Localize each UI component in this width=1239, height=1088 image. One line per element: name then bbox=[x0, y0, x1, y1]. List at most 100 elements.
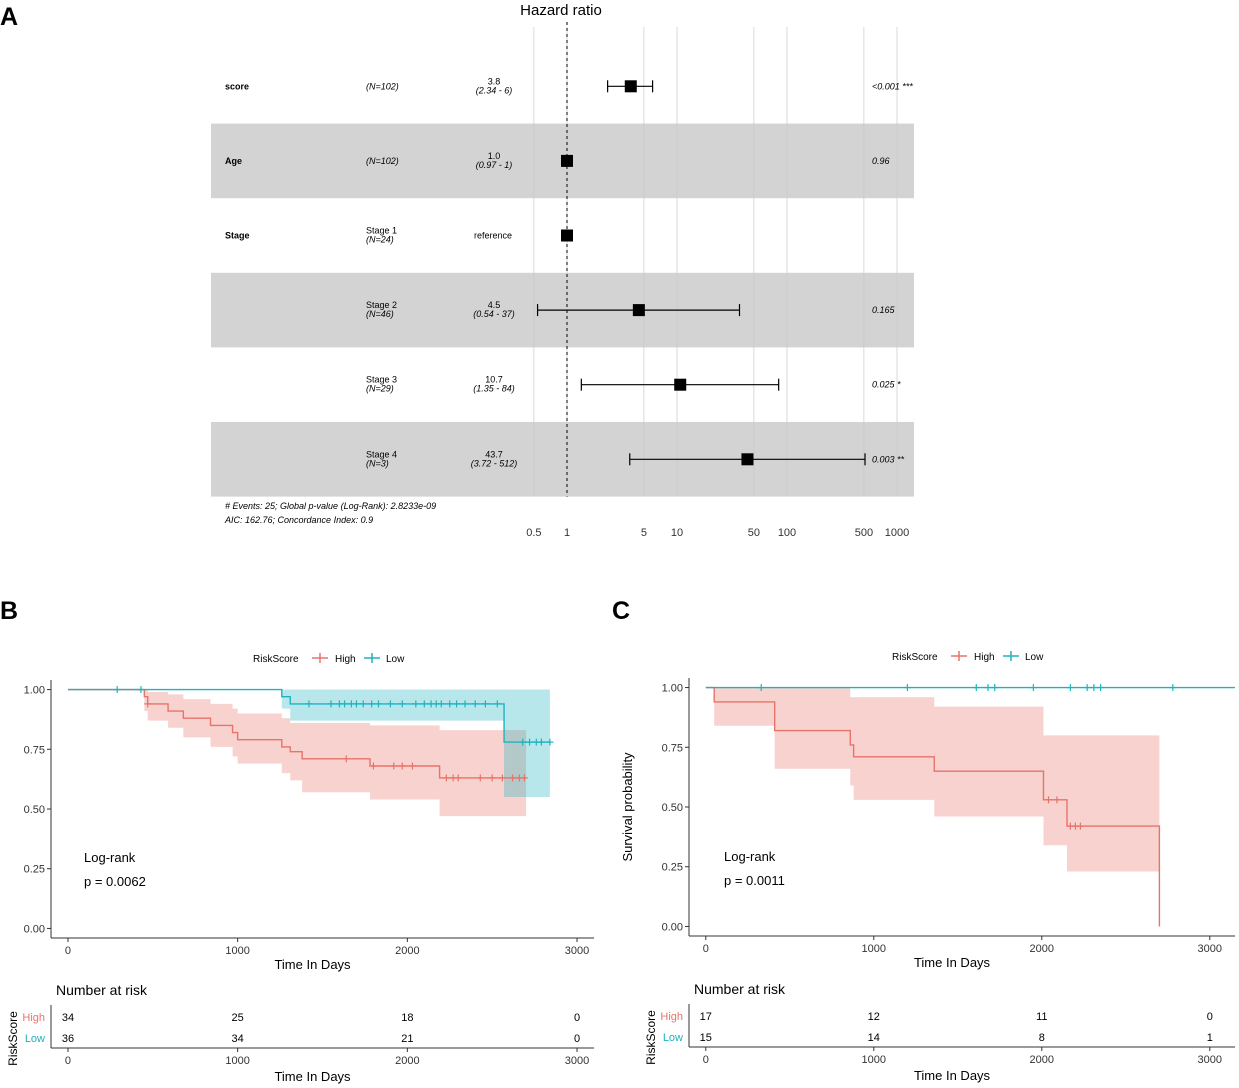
forest-point bbox=[561, 229, 573, 242]
risk-table: Number at risk High 17 12 11 0 Low 15 14 8 1 0 1000 2… bbox=[644, 981, 1235, 1083]
risk-table-x-tick-label: 2000 bbox=[395, 1055, 419, 1067]
panel-label-b: B bbox=[0, 597, 18, 625]
km-p-value: p = 0.0011 bbox=[724, 873, 785, 888]
km-p-value: p = 0.0062 bbox=[84, 874, 146, 889]
forest-point bbox=[674, 378, 687, 391]
km-curve-low bbox=[67, 688, 550, 743]
risk-table-count: 0 bbox=[574, 1012, 580, 1024]
risk-table: Number at risk High 34 25 18 0 Low 36 34 21 0 0 1000… bbox=[6, 982, 594, 1084]
risk-table-row-label: Low bbox=[25, 1033, 45, 1045]
km-x-tick-label: 2000 bbox=[1030, 943, 1054, 955]
legend-label-high: High bbox=[974, 652, 995, 663]
km-ci-band-high bbox=[705, 687, 1160, 872]
km-y-tick-label: 0.50 bbox=[662, 802, 683, 814]
risk-table-x-tick-label: 1000 bbox=[225, 1055, 249, 1067]
risk-table-count: 1 bbox=[1207, 1032, 1213, 1044]
km-logrank-label: Log-rank bbox=[724, 849, 776, 864]
forest-group-label: Stage 3 bbox=[366, 375, 397, 385]
risk-table-title: Number at risk bbox=[56, 982, 148, 998]
km-y-tick-label: 0.00 bbox=[662, 921, 683, 933]
forest-p-value: <0.001 *** bbox=[872, 81, 913, 91]
km-ci-band-low bbox=[67, 689, 550, 798]
risk-table-x-tick-label: 3000 bbox=[1198, 1054, 1222, 1066]
km-x-axis-title: Time In Days bbox=[274, 957, 351, 972]
forest-group-label: Stage 1 bbox=[366, 226, 397, 236]
km-y-tick-label: 0.75 bbox=[24, 744, 45, 756]
forest-footnote: # Events: 25; Global p-value (Log-Rank):… bbox=[225, 501, 436, 511]
forest-group-n: (N=3) bbox=[366, 458, 389, 468]
forest-point bbox=[624, 80, 637, 93]
panel-label-a: A bbox=[0, 3, 18, 31]
forest-x-tick-label: 5 bbox=[641, 527, 647, 539]
risk-table-x-tick-label: 1000 bbox=[862, 1054, 886, 1066]
forest-hr-text: reference bbox=[474, 231, 512, 241]
risk-table-count: 14 bbox=[868, 1032, 880, 1044]
km-curve-high bbox=[705, 686, 1161, 927]
forest-x-tick-label: 500 bbox=[855, 527, 873, 539]
forest-ci-text: (1.35 - 84) bbox=[473, 384, 515, 394]
km-y-tick-label: 0.50 bbox=[24, 804, 45, 816]
km-legend-title: RiskScore bbox=[253, 654, 299, 665]
risk-table-x-axis-title: Time In Days bbox=[274, 1069, 351, 1084]
forest-point bbox=[632, 304, 645, 317]
forest-hr-text: 43.7 bbox=[485, 449, 503, 459]
km-ci-band-high bbox=[67, 689, 527, 817]
km-logrank-label: Log-rank bbox=[84, 850, 136, 865]
risk-table-title: Number at risk bbox=[694, 981, 786, 997]
risk-table-count: 34 bbox=[62, 1012, 74, 1024]
km-x-tick-label: 1000 bbox=[862, 943, 886, 955]
risk-table-x-tick-label: 0 bbox=[65, 1055, 71, 1067]
km-y-axis-title: Survival probability bbox=[620, 752, 635, 862]
forest-group-n: (N=29) bbox=[366, 384, 394, 394]
forest-p-value: 0.003 ** bbox=[872, 454, 905, 464]
forest-group-label: (N=102) bbox=[366, 81, 399, 91]
km-x-tick-label: 3000 bbox=[1198, 943, 1222, 955]
risk-table-count: 34 bbox=[232, 1033, 244, 1045]
km-legend-title: RiskScore bbox=[892, 652, 938, 663]
forest-ci-text: (0.97 - 1) bbox=[476, 160, 513, 170]
risk-table-y-axis-title: RiskScore bbox=[644, 1010, 658, 1065]
km-y-tick-label: 0.25 bbox=[662, 862, 683, 874]
risk-table-count: 17 bbox=[700, 1011, 712, 1023]
risk-table-x-axis-title: Time In Days bbox=[914, 1068, 991, 1083]
forest-x-tick-label: 1000 bbox=[885, 527, 909, 539]
risk-table-count: 12 bbox=[868, 1011, 880, 1023]
forest-point bbox=[741, 453, 754, 466]
forest-variable-label: score bbox=[225, 81, 249, 91]
risk-table-row-label: Low bbox=[663, 1032, 683, 1044]
risk-table-count: 8 bbox=[1039, 1032, 1045, 1044]
forest-x-tick-label: 1 bbox=[564, 527, 570, 539]
forest-x-tick-label: 50 bbox=[748, 527, 760, 539]
km-x-tick-label: 1000 bbox=[225, 945, 249, 957]
km-y-tick-label: 0.25 bbox=[24, 864, 45, 876]
forest-p-value: 0.96 bbox=[872, 156, 890, 166]
forest-point bbox=[561, 154, 573, 167]
risk-table-count: 0 bbox=[574, 1033, 580, 1045]
risk-table-count: 11 bbox=[1036, 1011, 1047, 1023]
risk-table-y-axis-title: RiskScore bbox=[6, 1011, 20, 1066]
km-y-tick-label: 1.00 bbox=[24, 685, 45, 697]
legend-label-high: High bbox=[335, 654, 356, 665]
risk-table-count: 15 bbox=[700, 1032, 712, 1044]
km-plot-b: RiskScore High Low 0.00 0.25 0.50 0.75 1.00 0 100… bbox=[6, 653, 594, 1084]
forest-ci-text: (2.34 - 6) bbox=[476, 85, 513, 95]
forest-variable-label: Stage bbox=[225, 231, 250, 241]
risk-table-count: 25 bbox=[232, 1012, 244, 1024]
forest-p-value: 0.165 bbox=[872, 305, 896, 315]
km-x-axis-title: Time In Days bbox=[914, 955, 991, 970]
km-x-tick-label: 3000 bbox=[565, 945, 589, 957]
risk-table-count: 36 bbox=[62, 1033, 74, 1045]
risk-table-x-tick-label: 0 bbox=[703, 1054, 709, 1066]
forest-group-label: (N=102) bbox=[366, 156, 399, 166]
forest-hr-text: 10.7 bbox=[485, 375, 503, 385]
forest-group-n: (N=46) bbox=[366, 309, 394, 319]
km-y-tick-label: 1.00 bbox=[662, 683, 683, 695]
forest-group-label: Stage 2 bbox=[366, 300, 397, 310]
km-y-tick-label: 0.00 bbox=[24, 923, 45, 935]
forest-group-label: Stage 4 bbox=[366, 449, 397, 459]
km-curve-high bbox=[67, 688, 527, 779]
legend-label-low: Low bbox=[1025, 652, 1044, 663]
forest-group-n: (N=24) bbox=[366, 235, 394, 245]
risk-table-row-label: High bbox=[660, 1011, 683, 1023]
